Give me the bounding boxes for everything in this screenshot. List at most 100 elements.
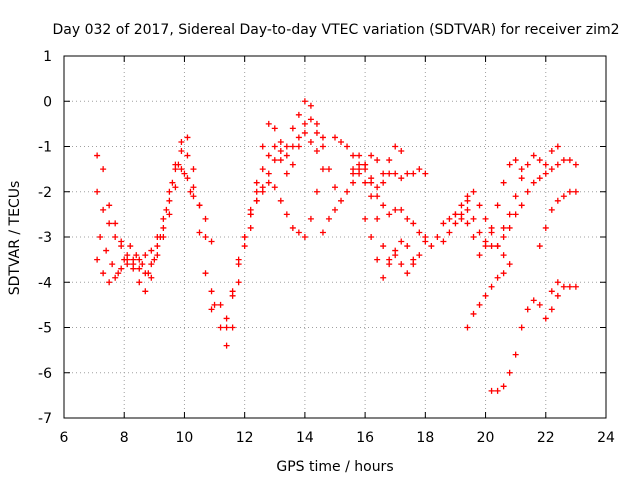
data-point: [166, 211, 173, 218]
data-point: [94, 152, 101, 159]
data-point: [470, 188, 477, 195]
data-point: [512, 351, 519, 358]
data-point: [404, 243, 411, 250]
x-tick-label: 16: [356, 430, 374, 446]
data-point: [572, 161, 579, 168]
series-track-8: [247, 166, 326, 240]
data-point: [518, 202, 525, 209]
data-point: [362, 215, 369, 222]
data-point: [295, 143, 302, 150]
data-point: [319, 143, 326, 150]
data-point: [139, 261, 146, 268]
data-point: [548, 166, 555, 173]
data-point: [446, 229, 453, 236]
data-point: [554, 292, 561, 299]
data-point: [289, 224, 296, 231]
data-point: [530, 179, 537, 186]
data-point: [398, 175, 405, 182]
data-point: [301, 98, 308, 105]
data-point: [470, 215, 477, 222]
data-point: [148, 274, 155, 281]
data-point: [416, 229, 423, 236]
data-point: [398, 148, 405, 155]
data-point: [202, 270, 209, 277]
data-point: [380, 243, 387, 250]
data-point: [572, 283, 579, 290]
y-tick-label: -7: [38, 411, 52, 427]
series-track-17: [464, 261, 513, 331]
data-point: [319, 134, 326, 141]
data-point: [350, 179, 357, 186]
data-point: [476, 229, 483, 236]
data-point: [235, 279, 242, 286]
data-point: [181, 170, 188, 177]
data-point: [464, 206, 471, 213]
data-point: [344, 143, 351, 150]
data-point: [277, 157, 284, 164]
data-point: [133, 252, 140, 259]
data-point: [362, 179, 369, 186]
y-axis-tick-labels: 1 0 -1 -2 -3 -4 -5 -6 -7: [38, 49, 52, 427]
data-point: [259, 143, 266, 150]
data-point: [229, 324, 236, 331]
x-axis-label: GPS time / hours: [276, 459, 393, 475]
data-point: [157, 234, 164, 240]
data-point: [289, 125, 296, 132]
series-track-20: [500, 143, 561, 231]
data-point: [512, 157, 519, 164]
x-tick-label: 24: [597, 430, 615, 446]
series-track-12: [350, 152, 471, 250]
data-point: [184, 134, 191, 141]
data-point: [416, 252, 423, 259]
data-point: [524, 306, 531, 313]
data-point: [452, 211, 459, 218]
data-point: [160, 215, 167, 222]
data-point: [482, 215, 489, 222]
data-point: [332, 134, 338, 141]
data-point: [142, 252, 149, 259]
data-point: [196, 202, 203, 209]
x-tick-label: 8: [120, 430, 129, 446]
series-track-7: [223, 116, 320, 331]
data-point: [368, 234, 375, 240]
data-point: [530, 297, 537, 304]
data-point: [482, 238, 489, 245]
data-point: [265, 170, 272, 177]
data-point: [470, 310, 477, 317]
data-point: [386, 157, 393, 164]
data-point: [350, 166, 357, 173]
data-point: [112, 274, 119, 281]
data-point: [295, 111, 302, 118]
data-point: [518, 166, 525, 173]
data-point: [560, 193, 567, 200]
data-point: [542, 224, 549, 231]
data-point: [103, 247, 110, 254]
data-point: [506, 369, 513, 376]
data-point: [106, 220, 113, 227]
data-point: [410, 220, 417, 227]
data-point: [398, 238, 405, 245]
data-point: [524, 188, 531, 195]
data-point: [458, 215, 465, 222]
data-point: [217, 301, 224, 308]
data-point: [265, 120, 272, 127]
data-point: [380, 179, 387, 186]
data-point: [163, 206, 170, 213]
data-point: [208, 306, 215, 313]
data-point: [187, 188, 194, 195]
data-point: [410, 170, 417, 177]
x-tick-label: 6: [60, 430, 69, 446]
data-point: [115, 270, 122, 277]
series-track-18: [488, 292, 561, 394]
data-point: [100, 166, 107, 173]
x-tick-label: 12: [236, 430, 254, 446]
data-point: [572, 188, 579, 195]
data-point: [386, 170, 393, 177]
data-point: [307, 116, 314, 123]
data-point: [148, 261, 155, 268]
data-point: [566, 188, 573, 195]
data-point: [536, 157, 543, 164]
data-point: [97, 234, 104, 240]
data-point: [560, 157, 567, 164]
data-point: [223, 315, 230, 322]
